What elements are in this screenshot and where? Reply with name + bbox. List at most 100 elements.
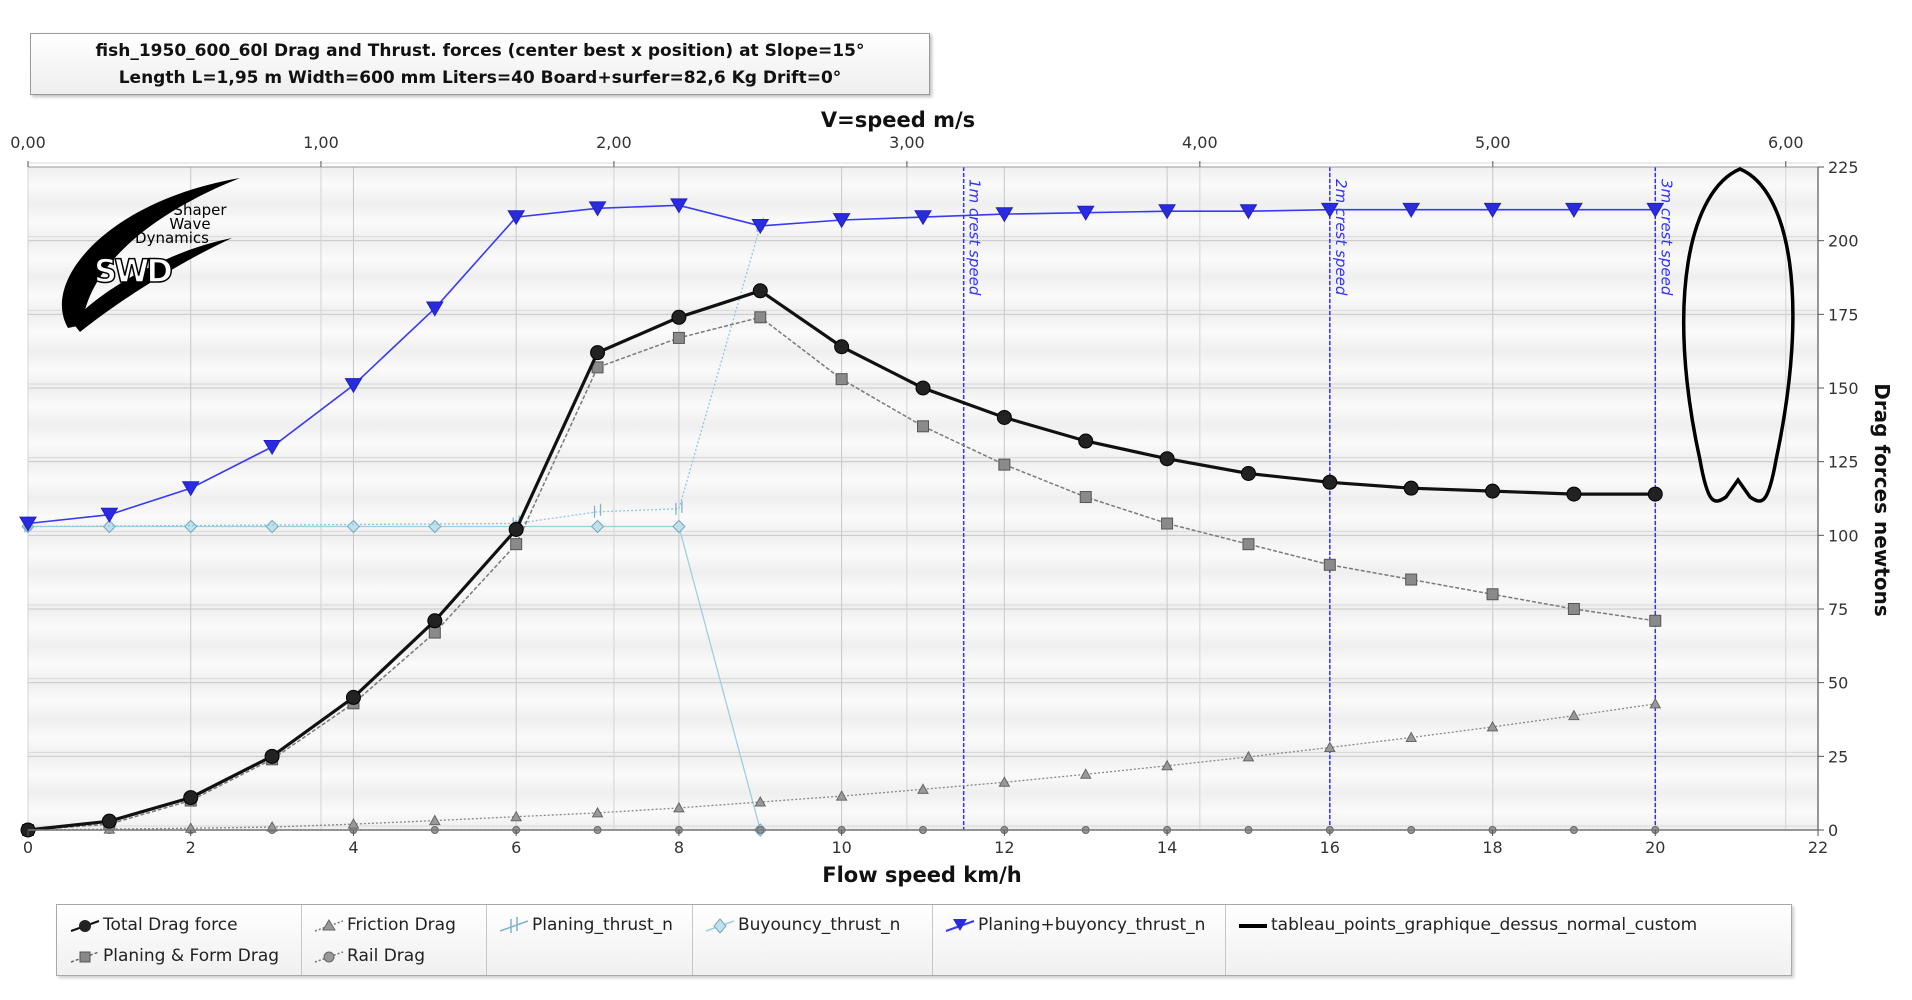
x-tick-label: 6 xyxy=(511,838,521,857)
legend-marker-total-drag xyxy=(70,920,100,932)
point-total-drag xyxy=(264,748,280,764)
point-total-drag xyxy=(1240,465,1256,481)
x2-tick-label: 3,00 xyxy=(889,133,925,152)
crest-label: 2m crest speed xyxy=(1332,179,1350,296)
series-line-planing-thrust xyxy=(27,225,761,528)
series-total-drag xyxy=(20,283,1663,838)
axes xyxy=(28,166,1819,831)
legend-label-friction: Friction Drag xyxy=(347,915,456,935)
point-planing-form-drag xyxy=(917,420,929,433)
logo-mark: SWD xyxy=(94,252,171,290)
point-planing-thrust xyxy=(593,503,602,518)
y-tick-label: 175 xyxy=(1828,305,1859,324)
y-tick-label: 125 xyxy=(1828,453,1859,472)
plot-band xyxy=(28,167,1818,204)
point-total-drag xyxy=(752,283,768,299)
point-friction-drag xyxy=(673,801,685,813)
point-planing-buoyancy-thrust xyxy=(995,207,1014,223)
point-planing-buoyancy-thrust xyxy=(670,198,688,214)
point-total-drag xyxy=(427,613,443,629)
point-planing-buoyancy-thrust xyxy=(100,507,119,523)
point-friction-drag xyxy=(1486,720,1499,732)
chart-title-box: fish_1950_600_60l Drag and Thrust. force… xyxy=(30,33,930,95)
point-planing-buoyancy-thrust xyxy=(588,201,607,217)
point-planing-buoyancy-thrust xyxy=(1239,204,1258,220)
point-planing-form-drag xyxy=(1242,538,1255,551)
chart-title-line-2: Length L=1,95 m Width=600 mm Liters=40 B… xyxy=(118,68,842,88)
point-friction-drag xyxy=(1323,741,1336,752)
point-planing-buoyancy-thrust xyxy=(1076,205,1095,221)
plot-band xyxy=(28,535,1818,573)
point-planing-buoyancy-thrust xyxy=(1158,204,1176,220)
y-tick-label: 100 xyxy=(1828,526,1859,545)
y-tick-label: 25 xyxy=(1828,747,1848,766)
plot-band xyxy=(28,793,1818,830)
y-tick-label: 200 xyxy=(1828,232,1859,251)
point-total-drag xyxy=(1078,433,1094,449)
point-total-drag xyxy=(345,689,361,705)
series-line-buoyancy-thrust xyxy=(28,525,761,831)
legend-label-planing-form: Planing & Form Drag xyxy=(103,946,280,966)
point-total-drag xyxy=(996,409,1012,425)
legend-col-4: Buyouncy_thrust_n xyxy=(692,905,933,975)
point-total-drag xyxy=(1322,474,1338,490)
point-friction-drag xyxy=(347,818,360,829)
point-planing-form-drag xyxy=(754,311,767,324)
bottom-axis-title: Flow speed km/h xyxy=(822,863,1022,887)
x2-tick-label: 6,00 xyxy=(1768,133,1804,152)
plot-band xyxy=(28,277,1818,315)
point-planing-form-drag xyxy=(428,626,441,639)
x2-tick-label: 5,00 xyxy=(1475,133,1511,152)
point-planing-buoyancy-thrust xyxy=(1483,202,1502,218)
x-tick-label: 8 xyxy=(674,838,684,857)
legend-col-5: Planing+buyoncy_thrust_n xyxy=(932,905,1226,975)
point-friction-drag xyxy=(835,790,848,801)
x-tick-label: 2 xyxy=(186,838,196,857)
logo-swoosh-tail xyxy=(72,238,232,332)
legend-label-buoyancy: Buyouncy_thrust_n xyxy=(738,915,901,935)
point-planing-form-drag xyxy=(1079,491,1092,504)
point-planing-buoyancy-thrust xyxy=(344,378,363,394)
point-total-drag xyxy=(834,339,850,355)
legend-marker-sum-thrust xyxy=(945,919,975,932)
point-planing-form-drag xyxy=(1405,573,1418,586)
point-friction-drag xyxy=(998,776,1011,787)
plot-band xyxy=(28,498,1818,536)
point-friction-drag xyxy=(428,814,441,826)
plot-band xyxy=(28,572,1818,609)
point-friction-drag xyxy=(1649,697,1662,709)
point-planing-buoyancy-thrust xyxy=(263,440,281,456)
point-total-drag xyxy=(1159,451,1175,467)
legend-col-1: Total Drag force Planing & Form Drag xyxy=(57,905,302,975)
logo-line-3: Dynamics xyxy=(135,229,209,247)
point-planing-form-drag xyxy=(998,458,1011,471)
y-tick-label: 50 xyxy=(1828,674,1848,693)
legend-label-total-drag: Total Drag force xyxy=(103,915,238,935)
legend-col-3: Planing_thrust_n xyxy=(486,905,693,975)
x2-tick-label: 2,00 xyxy=(596,133,632,152)
point-planing-buoyancy-thrust xyxy=(1320,202,1339,218)
x-tick-label: 14 xyxy=(1157,838,1177,857)
point-total-drag xyxy=(671,309,687,325)
y-tick-label: 75 xyxy=(1828,600,1848,619)
x2-tick-label: 0,00 xyxy=(10,133,46,152)
point-friction-drag xyxy=(1161,759,1173,771)
x-tick-label: 16 xyxy=(1320,838,1340,857)
point-planing-buoyancy-thrust xyxy=(181,481,200,497)
point-planing-form-drag xyxy=(1486,588,1499,601)
point-planing-form-drag xyxy=(1567,603,1580,615)
point-planing-form-drag xyxy=(1323,558,1336,571)
crest-speed-lines: 1m crest speed 2m crest speed 3m crest spe… xyxy=(962,167,1675,830)
point-total-drag xyxy=(101,813,117,829)
logo-swoosh xyxy=(61,178,240,328)
point-friction-drag xyxy=(1242,750,1255,762)
point-friction-drag xyxy=(591,806,604,818)
x-tick-label: 18 xyxy=(1482,838,1502,857)
swd-logo: Shaper Wave Dynamics SWD xyxy=(61,178,240,332)
point-total-drag xyxy=(590,345,606,361)
plot-bands xyxy=(28,167,1818,830)
legend-label-rail: Rail Drag xyxy=(347,946,425,966)
point-buoyancy-thrust xyxy=(590,519,605,534)
point-friction-drag xyxy=(917,783,929,794)
